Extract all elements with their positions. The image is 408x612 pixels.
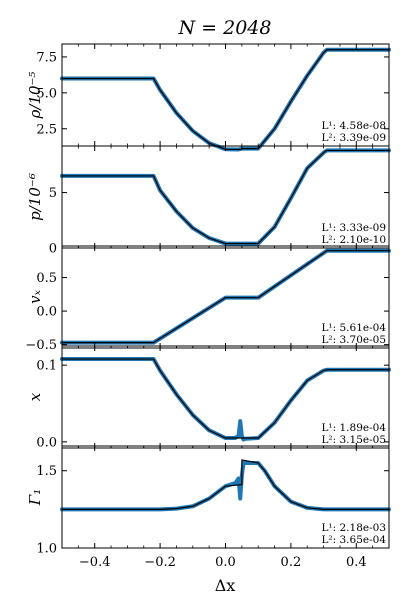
x-tick-label: −0.2 [144, 555, 176, 570]
y-tick-label: 0 [49, 242, 57, 257]
y-tick-label: 0.5 [36, 271, 57, 286]
y-tick-label: 7.5 [36, 50, 57, 65]
y-axis-label: p/10⁻⁶ [26, 173, 44, 221]
y-tick-label: 0.0 [36, 435, 57, 450]
x-tick-label: 0.4 [346, 555, 367, 570]
series-line-exact [62, 49, 389, 151]
error-norm-label: L²: 3.70e-05 [321, 334, 386, 346]
error-norm-label: L¹: 4.58e-08 [321, 120, 386, 132]
x-tick-label: −0.4 [79, 555, 111, 570]
error-norm-label: L²: 3.65e-04 [321, 534, 386, 546]
y-axis-label: ρ/10⁻⁵ [26, 72, 44, 120]
x-axis-label: Δx [215, 576, 236, 595]
error-norm-label: L¹: 3.33e-09 [321, 222, 386, 234]
x-tick-label: 0.0 [215, 555, 236, 570]
error-norm-label: L¹: 5.61e-04 [321, 322, 386, 334]
y-axis-label: x [26, 392, 44, 401]
y-tick-label: −0.5 [25, 338, 57, 353]
series-line-exact [62, 149, 389, 245]
chart-title: N = 2048 [178, 17, 272, 39]
x-tick-label: 0.2 [281, 555, 302, 570]
series-line-exact [62, 459, 389, 510]
y-axis-label: vₓ [26, 289, 44, 303]
y-tick-label: 1.0 [36, 542, 57, 557]
series-line-exact [62, 358, 389, 439]
y-tick-label: 2.5 [36, 122, 57, 137]
error-norm-label: L²: 2.10e-10 [321, 234, 386, 246]
series-line-exact [62, 250, 389, 344]
x-axis: −0.4 −0.2 0.0 0.2 0.4 [79, 555, 367, 570]
y-tick-label: 5 [49, 186, 57, 201]
y-tick-label: 0.1 [36, 359, 57, 374]
error-norm-label: L²: 3.39e-09 [321, 132, 386, 144]
y-tick-label: 5.0 [36, 86, 57, 101]
y-tick-label: 1.5 [36, 464, 57, 479]
y-axis-label: Γ₁ [26, 489, 44, 506]
error-norm-label: L¹: 2.18e-03 [321, 522, 386, 534]
y-tick-label: 0.0 [36, 305, 57, 320]
error-norm-label: L¹: 1.89e-04 [321, 422, 386, 434]
error-norm-label: L²: 3.15e-05 [321, 434, 386, 446]
